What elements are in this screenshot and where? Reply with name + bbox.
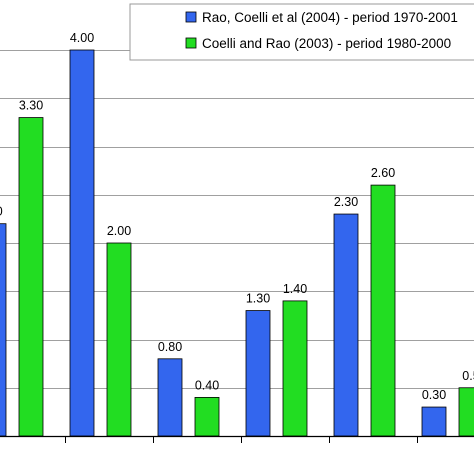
bar-series-2-group-4	[282, 300, 308, 437]
data-label-series-2-group-6: 0.5	[462, 369, 474, 383]
data-label-series-2-group-4: 1.40	[283, 282, 307, 296]
legend-label-series-2: Coelli and Rao (2003) - period 1980-2000	[202, 36, 451, 51]
data-label-series-1-group-1: .20	[0, 205, 3, 219]
data-label-series-1-group-4: 1.30	[246, 292, 270, 306]
bar-series-2-group-3	[194, 396, 220, 437]
data-label-series-2-group-3: 0.40	[195, 378, 219, 392]
data-label-series-1-group-2: 4.00	[70, 31, 94, 45]
bar-series-2-group-1	[18, 117, 44, 437]
legend-swatch-series-1	[185, 11, 197, 23]
data-label-series-1-group-6: 0.30	[422, 388, 446, 402]
bar-series-1-group-4	[245, 310, 271, 437]
bar-series-1-group-6	[421, 406, 447, 437]
bar-series-2-group-5	[370, 184, 396, 437]
legend-swatch-series-2	[185, 37, 197, 49]
data-label-series-2-group-1: 3.30	[19, 99, 43, 113]
bar-series-1-group-5	[333, 213, 359, 437]
bar-series-2-group-2	[106, 242, 132, 437]
legend: Rao, Coelli et al (2004) - period 1970-2…	[129, 3, 474, 61]
data-label-series-1-group-5: 2.30	[334, 195, 358, 209]
x-axis	[0, 435, 474, 443]
data-label-series-1-group-3: 0.80	[158, 340, 182, 354]
bar-series-1-group-3	[157, 358, 183, 437]
bar-series-1-group-2	[69, 49, 95, 437]
data-label-series-2-group-2: 2.00	[107, 224, 131, 238]
data-label-series-2-group-5: 2.60	[371, 166, 395, 180]
bars	[0, 49, 474, 437]
bar-series-1-group-1	[0, 223, 7, 437]
bar-series-2-group-6	[458, 387, 474, 437]
data-labels: .20 3.30 4.00 2.00 0.80 0.40 1.30 1.40 2.30 2.60 0…	[0, 31, 474, 402]
legend-label-series-1: Rao, Coelli et al (2004) - period 1970-2…	[202, 10, 458, 25]
